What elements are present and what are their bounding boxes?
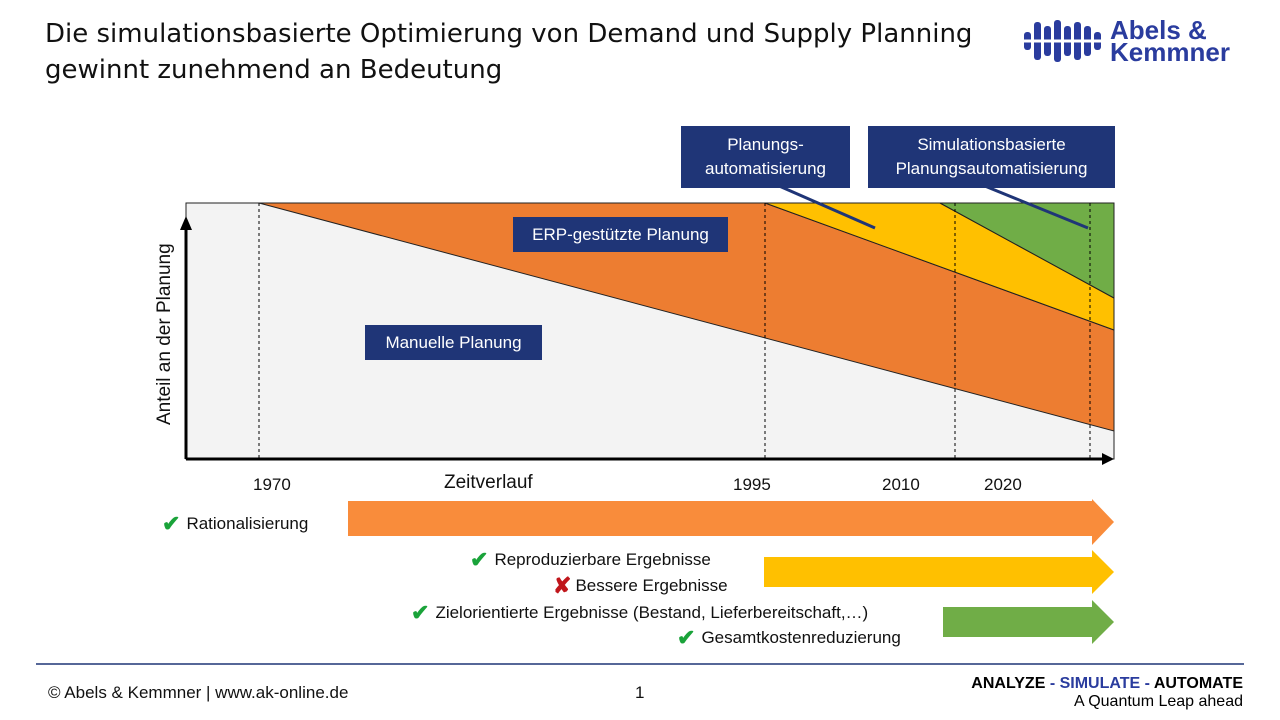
- tag-automate: AUTOMATE: [1153, 675, 1243, 692]
- footer-copyright: © Abels & Kemmner | www.ak-online.de: [48, 683, 349, 702]
- benefit-text: Gesamtkostenreduzierung: [701, 628, 901, 647]
- check-icon: ✔: [162, 511, 181, 536]
- page-number: 1: [635, 683, 645, 702]
- check-icon: ✔: [677, 625, 696, 650]
- benefit-reproduzierbar: ✔ Reproduzierbare Ergebnisse: [470, 547, 711, 573]
- x-axis-label: Zeitverlauf: [444, 472, 533, 493]
- callout-line-automation: [769, 180, 876, 230]
- tag-analyze: ANALYZE: [971, 675, 1046, 692]
- year-2010: 2010: [882, 475, 920, 494]
- logo-text-line1: Abels &: [1110, 15, 1207, 45]
- label-manuelle-planung: Manuelle Planung: [365, 325, 542, 360]
- benefit-text: Reproduzierbare Ergebnisse: [494, 550, 711, 569]
- slide-title: Die simulationsbasierte Optimierung von …: [45, 19, 973, 85]
- footer-tagline-bold: ANALYZE - SIMULATE - AUTOMATE: [971, 675, 1243, 693]
- tag-separator: -: [1140, 675, 1154, 692]
- tag-separator: -: [1045, 675, 1060, 692]
- callout-simulationsbasiert: Simulationsbasierte Planungsautomatisier…: [868, 126, 1115, 188]
- benefit-text: Rationalisierung: [186, 514, 309, 533]
- y-axis-arrow-icon: [180, 216, 192, 230]
- logo: Abels & Kemmner: [1022, 15, 1230, 67]
- arrow-zielorientiert: [943, 600, 1114, 644]
- y-axis-label: Anteil an der Planung: [154, 243, 175, 425]
- benefit-text: Bessere Ergebnisse: [575, 576, 728, 595]
- year-1970: 1970: [253, 475, 291, 494]
- label-erp-planung: ERP-gestützte Planung: [513, 217, 728, 252]
- benefit-gesamtkosten: ✔ Gesamtkostenreduzierung: [677, 625, 901, 651]
- benefit-text: Zielorientierte Ergebnisse (Bestand, Lie…: [435, 603, 869, 622]
- logo-mark-icon: [1022, 20, 1102, 62]
- logo-text-line2: Kemmner: [1110, 37, 1230, 67]
- benefit-rationalisierung: ✔ Rationalisierung: [162, 511, 308, 537]
- footer-tagline: A Quantum Leap ahead: [1073, 693, 1243, 710]
- callout-planungsautomatisierung: Planungs- automatisierung: [681, 126, 850, 188]
- callout-line-simulation: [974, 180, 1089, 230]
- benefit-bessere: ✘ Bessere Ergebnisse: [553, 573, 728, 599]
- tag-simulate: SIMULATE: [1059, 675, 1141, 692]
- benefit-zielorientiert: ✔ Zielorientierte Ergebnisse (Bestand, Li…: [411, 600, 868, 626]
- check-icon: ✔: [470, 547, 489, 572]
- check-icon: ✔: [411, 600, 430, 625]
- cross-icon: ✘: [553, 573, 572, 598]
- x-axis-arrow-icon: [1102, 453, 1114, 465]
- year-2020: 2020: [984, 475, 1022, 494]
- arrow-reproduzierbar: [764, 550, 1114, 594]
- arrow-rationalisierung: [348, 499, 1114, 545]
- year-1995: 1995: [733, 475, 771, 494]
